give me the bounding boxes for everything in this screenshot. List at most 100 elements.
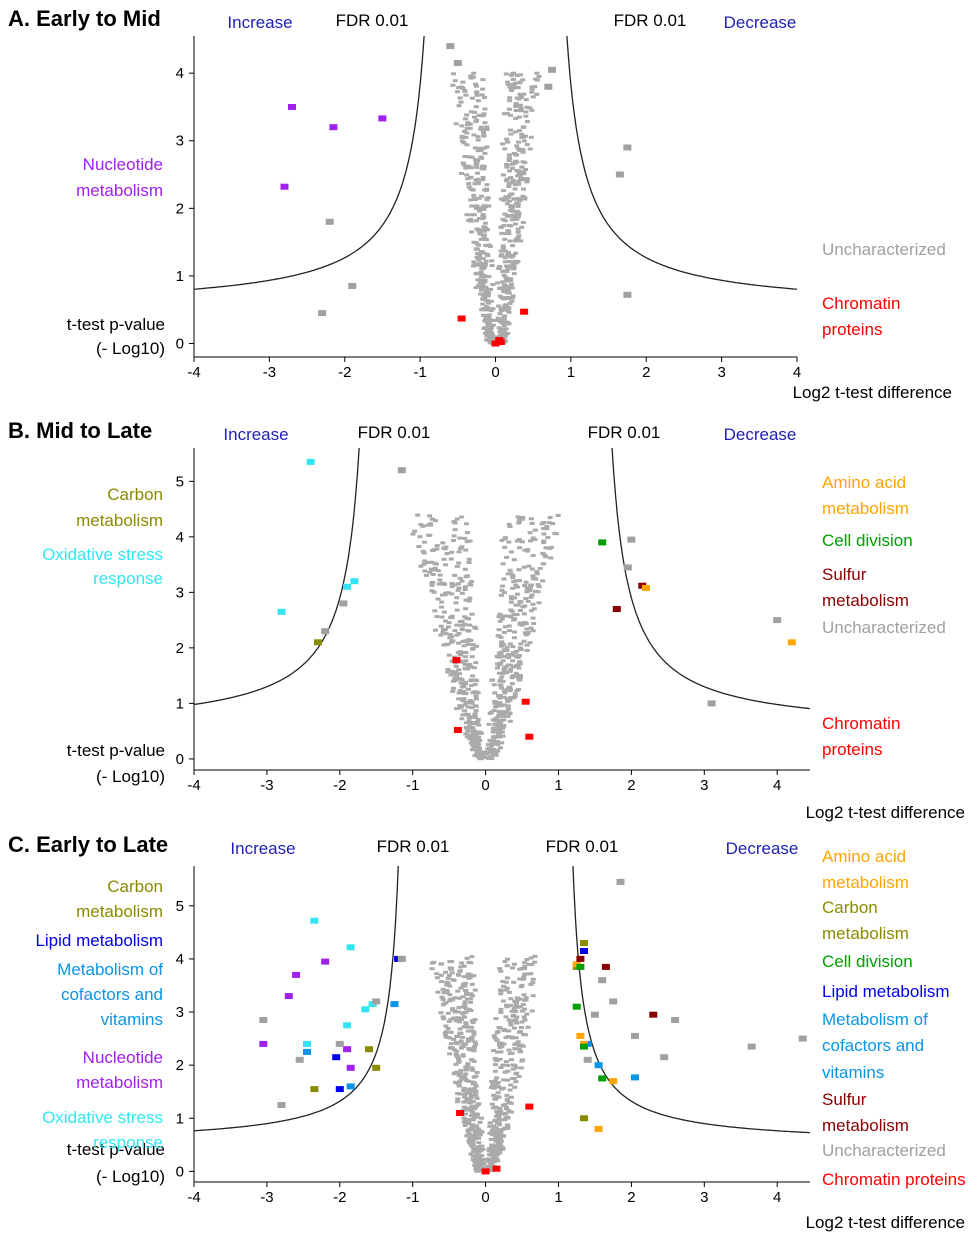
data-point xyxy=(493,1126,499,1129)
data-point xyxy=(462,984,468,988)
data-point xyxy=(480,87,486,91)
data-point xyxy=(504,1097,510,1101)
data-point xyxy=(517,662,523,666)
data-point xyxy=(519,132,525,136)
data-point xyxy=(474,1115,480,1119)
data-point xyxy=(489,264,495,267)
data-point xyxy=(513,259,519,263)
data-point xyxy=(498,1010,504,1014)
data-point xyxy=(524,120,530,123)
data-point xyxy=(455,1057,461,1061)
data-point xyxy=(488,1146,494,1150)
data-point xyxy=(446,973,452,977)
data-point xyxy=(451,1016,457,1020)
data-point xyxy=(449,592,455,596)
data-point xyxy=(504,1093,510,1097)
highlight-point xyxy=(372,998,381,1005)
data-point xyxy=(444,983,450,987)
highlight-point xyxy=(580,1043,588,1050)
data-point xyxy=(465,1029,471,1033)
data-point xyxy=(497,1129,503,1133)
data-point xyxy=(501,688,507,692)
data-point xyxy=(520,1058,526,1062)
legend-right-entry: Chromatin xyxy=(822,294,900,313)
data-point xyxy=(524,180,530,184)
data-point xyxy=(440,998,446,1001)
data-point xyxy=(527,589,533,593)
data-point xyxy=(464,1108,470,1112)
data-point xyxy=(491,709,497,713)
data-point xyxy=(470,994,475,998)
data-point xyxy=(530,629,536,633)
data-point xyxy=(462,585,468,589)
data-point xyxy=(526,564,532,568)
data-point xyxy=(435,569,441,573)
data-point xyxy=(500,710,506,714)
data-point xyxy=(449,581,455,585)
data-point xyxy=(524,958,530,961)
data-point xyxy=(428,560,434,564)
data-point xyxy=(489,710,494,714)
data-point xyxy=(479,1144,485,1148)
data-point xyxy=(472,1160,478,1164)
data-point xyxy=(477,1133,483,1137)
highlight-point xyxy=(649,1011,658,1018)
data-point xyxy=(514,1015,520,1019)
data-point xyxy=(513,1080,519,1084)
data-point xyxy=(465,705,471,709)
data-point xyxy=(469,1108,475,1112)
data-point xyxy=(467,539,473,543)
data-point xyxy=(517,997,523,1001)
data-point xyxy=(475,135,481,139)
data-point xyxy=(455,588,461,592)
data-point xyxy=(467,122,473,126)
data-point xyxy=(506,522,512,526)
y-axis-title-line: (- Log10) xyxy=(96,767,165,786)
x-tick-label: 1 xyxy=(567,364,575,381)
data-point xyxy=(450,978,456,982)
data-point xyxy=(453,678,459,682)
data-point xyxy=(472,733,478,737)
data-point xyxy=(480,298,486,302)
data-point xyxy=(511,152,517,155)
data-point xyxy=(500,659,506,663)
data-point xyxy=(540,551,546,555)
y-tick-label: 3 xyxy=(176,133,184,150)
data-point xyxy=(518,642,524,646)
data-point xyxy=(467,126,473,130)
data-point xyxy=(473,644,479,648)
data-point xyxy=(520,78,526,82)
data-point xyxy=(464,667,470,671)
data-point xyxy=(460,995,466,999)
data-point xyxy=(504,671,510,675)
data-point xyxy=(480,175,486,179)
data-point xyxy=(438,624,444,628)
data-point xyxy=(461,644,467,648)
data-point xyxy=(487,1153,492,1157)
data-point xyxy=(508,572,514,576)
data-point xyxy=(501,224,507,228)
data-point xyxy=(491,1086,497,1090)
data-point xyxy=(492,1160,498,1163)
x-tick-label: 4 xyxy=(793,364,801,381)
data-point xyxy=(473,82,479,86)
data-point xyxy=(464,173,470,177)
data-point xyxy=(461,661,467,664)
data-point xyxy=(482,319,488,323)
data-point xyxy=(435,990,441,994)
data-point xyxy=(473,105,479,109)
data-point xyxy=(447,636,453,640)
highlight-point xyxy=(259,1017,268,1023)
data-point xyxy=(493,753,499,757)
data-point xyxy=(429,567,434,571)
data-point xyxy=(493,705,498,709)
data-point xyxy=(443,1024,449,1028)
data-point xyxy=(524,143,530,147)
data-point xyxy=(513,1005,519,1009)
data-point xyxy=(481,207,487,211)
highlight-point xyxy=(348,283,357,289)
data-point xyxy=(499,231,505,235)
data-point xyxy=(523,996,529,1000)
data-point xyxy=(473,1163,479,1167)
data-point xyxy=(486,722,492,726)
